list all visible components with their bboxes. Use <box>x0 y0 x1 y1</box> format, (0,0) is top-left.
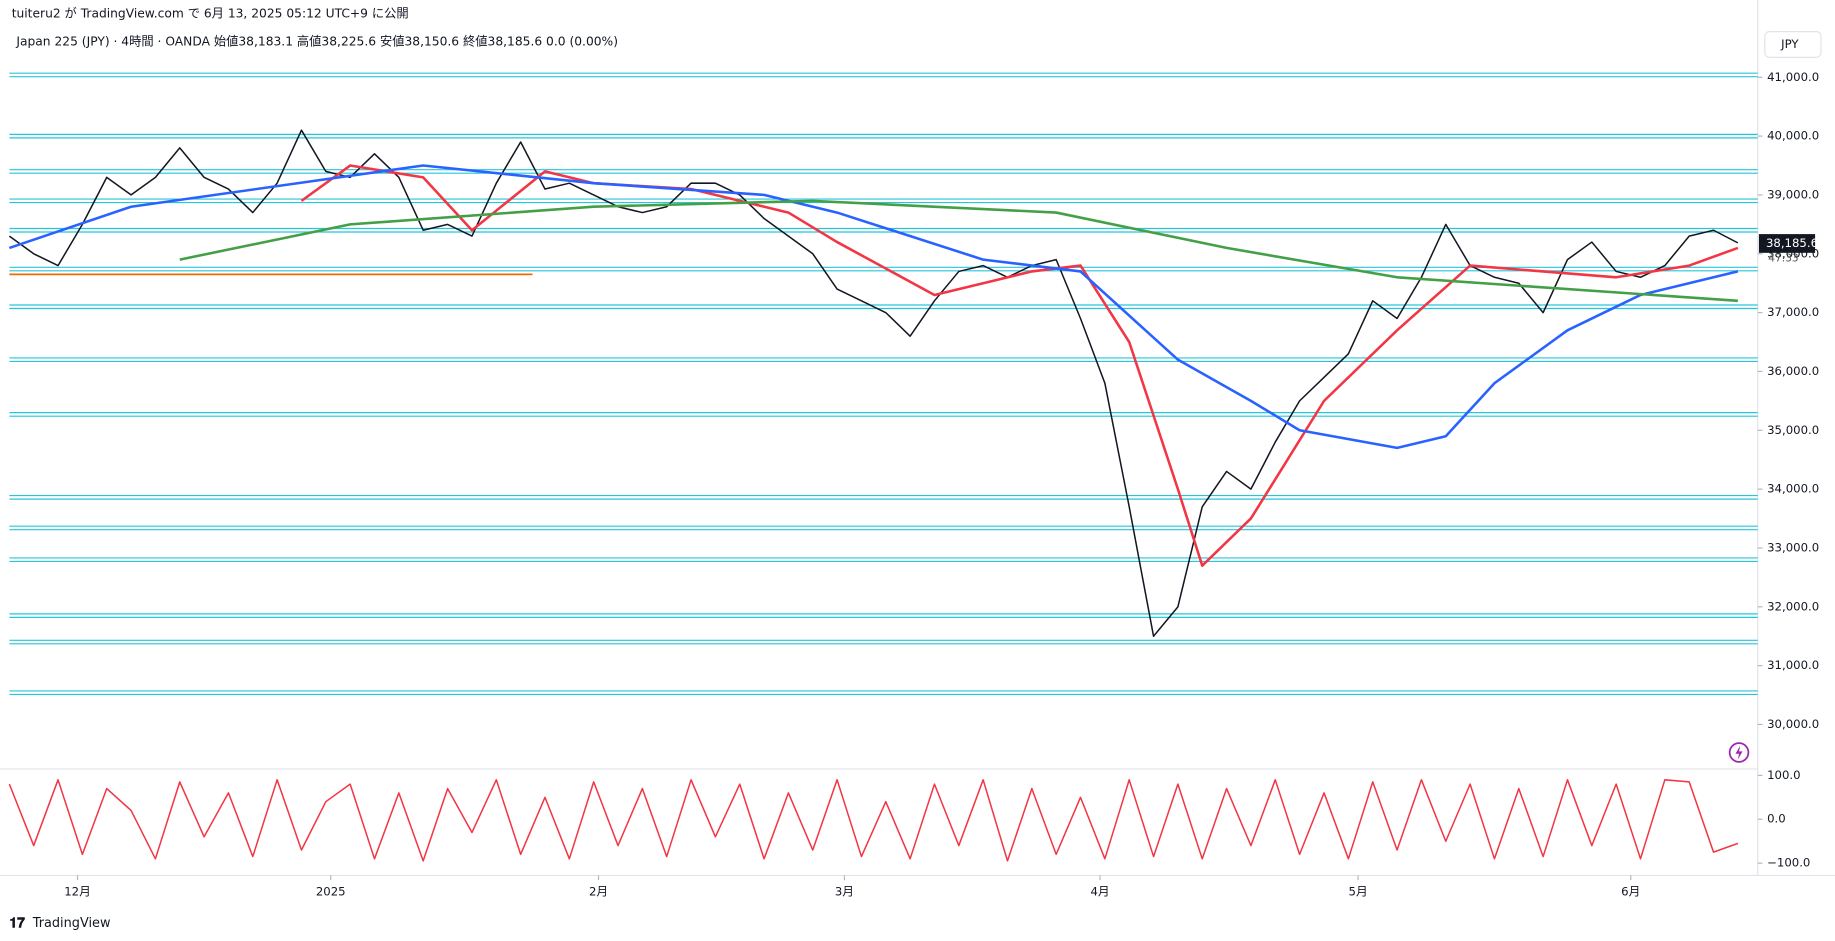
x-tick-label: 5月 <box>1349 884 1368 898</box>
x-tick-label: 3月 <box>835 884 854 898</box>
y-tick-label: 31,000.0 <box>1767 658 1819 672</box>
moving-average <box>300 164 1739 567</box>
oscillator-pane: 100.0 0.0 −100.0 <box>8 768 1810 870</box>
x-tick-label: 6月 <box>1621 884 1640 898</box>
publisher-line: tuiteru2 が TradingView.com で 6月 13, 2025… <box>12 6 409 21</box>
x-tick-label: 4月 <box>1090 884 1109 898</box>
y-tick-label: 37,000.0 <box>1767 305 1819 319</box>
alert-bolt <box>1735 745 1743 760</box>
y-tick-label: 40,000.0 <box>1767 129 1819 143</box>
symbol-info: Japan 225 (JPY) · 4時間 · OANDA 始値38,183.1… <box>15 34 618 49</box>
currency-button[interactable] <box>1764 31 1822 58</box>
y-tick-label: 35,000.0 <box>1767 423 1819 437</box>
y-tick-label: 30,000.0 <box>1767 717 1819 731</box>
x-tick-label: 2月 <box>589 884 608 898</box>
main-pane: 30,000.0 31,000.0 32,000.0 33,000.0 34,000.0… <box>8 70 1819 898</box>
y-tick-label: 36,000.0 <box>1767 364 1819 378</box>
y-tick-label: −100.0 <box>1767 856 1810 870</box>
countdown: 47:33 <box>1768 253 1798 265</box>
x-tick-label: 12月 <box>64 884 91 898</box>
y-tick-label: 33,000.0 <box>1767 540 1819 554</box>
currency[interactable]: JPY <box>1780 37 1799 51</box>
y-tick-label: 34,000.0 <box>1767 482 1819 496</box>
last-price: 38,185.6 <box>1766 236 1818 250</box>
price-line <box>8 129 1739 637</box>
y-tick-label: 39,000.0 <box>1767 187 1819 201</box>
logo-mark: 𝟏𝟕 <box>9 915 25 931</box>
x-tick-label: 2025 <box>316 884 346 898</box>
last-price-box <box>1758 234 1816 253</box>
moving-average <box>8 164 1739 450</box>
moving-average <box>179 199 1738 303</box>
alert-icon[interactable] <box>1728 742 1750 763</box>
oscillator-line <box>8 779 1739 862</box>
y-tick-label: 0.0 <box>1767 812 1786 826</box>
y-tick-label: 32,000.0 <box>1767 599 1819 613</box>
footer-brand: TradingView <box>32 916 111 931</box>
y-tick-label: 41,000.0 <box>1767 70 1819 84</box>
y-tick-label: 100.0 <box>1767 768 1800 782</box>
